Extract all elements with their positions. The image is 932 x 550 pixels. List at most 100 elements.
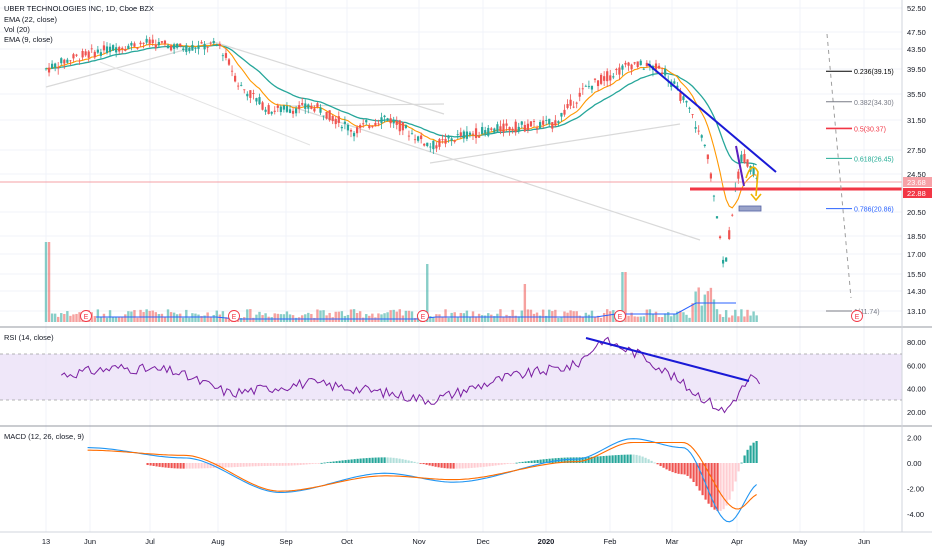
candle-body	[386, 118, 389, 121]
earnings-marker-label: E	[618, 314, 623, 321]
macd-hist-bar	[695, 463, 698, 487]
rsi-legend[interactable]: RSI (14, close)	[4, 333, 54, 342]
volume-bar	[60, 313, 63, 322]
volume-bar	[371, 313, 374, 322]
time-tick-label: Oct	[341, 537, 354, 546]
volume-bar	[386, 312, 389, 322]
current-price-label: 23.68	[907, 178, 926, 187]
macd-legend[interactable]: MACD (12, 26, close, 9)	[4, 432, 85, 441]
candle-body	[215, 44, 218, 46]
macd-hist-bar	[377, 457, 380, 463]
macd-hist-bar	[254, 463, 257, 467]
macd-hist-bar	[179, 463, 182, 469]
macd-hist-bar	[329, 461, 332, 463]
trendline[interactable]	[647, 63, 777, 173]
candle-body	[392, 119, 395, 124]
macd-hist-bar	[593, 456, 596, 463]
volume-bar	[602, 312, 606, 322]
target-box	[738, 205, 762, 212]
macd-hist-bar	[644, 457, 647, 463]
wave-line	[735, 145, 745, 187]
volume-bar	[111, 317, 115, 322]
macd-hist-bar	[662, 463, 665, 468]
candle-body	[359, 125, 362, 128]
volume-bar	[752, 311, 755, 322]
candle-body	[426, 142, 429, 147]
volume-bar	[404, 310, 408, 322]
volume-bar	[444, 309, 447, 322]
volume-bar	[499, 309, 502, 322]
candle-body	[542, 120, 545, 125]
macd-hist-bar	[608, 455, 611, 463]
macd-hist-bar	[152, 463, 155, 466]
candle-body	[218, 44, 221, 47]
candle-body	[78, 60, 81, 62]
candle-body	[154, 44, 157, 48]
macd-tick-label: -4.00	[907, 510, 924, 519]
volume-bar	[667, 312, 670, 322]
macd-hist-bar	[362, 458, 365, 463]
ema9-legend[interactable]: EMA (9, close)	[4, 35, 53, 44]
candle-body	[371, 126, 374, 128]
volume-bar	[697, 287, 700, 322]
macd-histogram	[146, 441, 758, 511]
rsi-trendline[interactable]	[585, 337, 750, 382]
macd-hist-bar	[266, 463, 269, 466]
candle-body	[453, 140, 456, 142]
candle-body	[145, 38, 148, 43]
macd-hist-bar	[536, 459, 539, 463]
volume-bar	[670, 316, 673, 322]
candle-body	[331, 115, 334, 122]
volume-bar	[334, 311, 337, 322]
volume-bar	[508, 315, 511, 322]
level-price-tag	[903, 188, 932, 198]
fibonacci-levels[interactable]: 0.236(39.15) 0.382(34.30) 0.5(30.37) 0.618(…	[826, 69, 894, 316]
volume-bar	[47, 242, 51, 322]
volume-bar	[185, 309, 188, 322]
volume-bar	[560, 317, 563, 322]
volume-bar	[209, 316, 212, 322]
macd-hist-bar	[656, 463, 659, 465]
volume-bar	[380, 314, 383, 322]
macd-hist-bar	[431, 463, 434, 467]
candle-body	[258, 97, 261, 105]
candle-body	[715, 216, 719, 219]
candle-body	[209, 42, 212, 44]
macd-hist-bar	[569, 457, 572, 463]
macd-hist-bar	[230, 463, 233, 468]
volume-bar	[215, 310, 218, 322]
macd-hist-bar	[164, 463, 167, 468]
price-tick-label: 43.50	[907, 45, 926, 54]
candle-body	[618, 67, 621, 75]
volume-bar	[657, 317, 661, 322]
volume-bar	[636, 316, 639, 322]
candle-body	[401, 122, 404, 131]
macd-hist-bar	[443, 463, 446, 469]
candle-body	[417, 136, 420, 141]
volume-bar	[114, 316, 118, 322]
volume-bar	[731, 315, 734, 322]
macd-hist-bar	[236, 463, 239, 467]
volume-bar	[429, 316, 432, 322]
macd-hist-bar	[386, 457, 389, 463]
candle-body	[264, 109, 267, 112]
candle-body	[273, 110, 276, 112]
candle-body	[84, 51, 87, 56]
price-tick-label: 13.10	[907, 307, 926, 316]
macd-hist-bar	[272, 463, 275, 466]
candle-body	[285, 106, 289, 112]
macd-hist-bar	[218, 463, 221, 468]
ema22-legend[interactable]: EMA (22, close)	[4, 15, 57, 24]
candle-body	[737, 171, 740, 179]
macd-hist-bar	[527, 461, 530, 463]
volume-bar	[633, 316, 636, 322]
candle-body	[124, 49, 127, 51]
candle-body	[712, 195, 716, 197]
volume-legend[interactable]: Vol (20)	[4, 25, 30, 34]
volume-bar	[212, 314, 215, 322]
candle-body	[237, 85, 240, 87]
macd-hist-bar	[743, 455, 746, 463]
price-axis: 52.50 47.50 43.50 39.50 35.50 31.50 27.50 24.50…	[907, 4, 926, 316]
macd-hist-bar	[284, 463, 287, 466]
